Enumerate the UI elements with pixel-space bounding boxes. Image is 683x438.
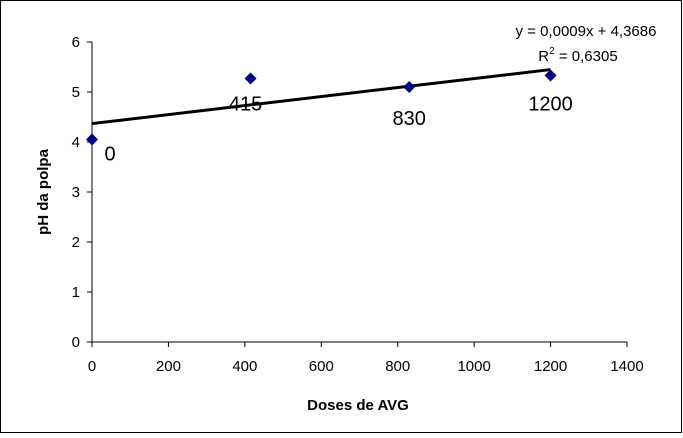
data-points — [86, 69, 557, 146]
trendline-equation: y = 0,0009x + 4,3686 — [516, 23, 657, 40]
data-point — [403, 81, 416, 93]
data-point — [244, 72, 257, 85]
trendline-group — [91, 68, 551, 126]
r2-prefix: R — [538, 48, 549, 65]
x-tick-label: 1200 — [534, 358, 567, 375]
data-label: 830 — [392, 108, 425, 130]
x-tick-label: 1000 — [457, 358, 490, 375]
x-tick-label: 200 — [156, 358, 181, 375]
y-axis-label: pH da polpa — [35, 148, 52, 234]
point-labels: 0 415 830 1200 — [104, 94, 572, 166]
r2-superscript: 2 — [549, 46, 555, 57]
y-tick-label: 6 — [72, 34, 80, 51]
x-tick-label: 800 — [385, 358, 410, 375]
y-tick-label: 5 — [72, 84, 80, 101]
y-tick-label: 2 — [72, 234, 80, 251]
trendline — [91, 68, 551, 126]
x-tick-label: 600 — [309, 358, 334, 375]
y-tick-label: 4 — [72, 134, 80, 151]
x-axis-label: Doses de AVG — [307, 397, 409, 414]
data-point — [86, 133, 98, 146]
data-label: 1200 — [528, 94, 573, 116]
y-tick-label: 3 — [72, 184, 80, 201]
x-tick-label: 1400 — [610, 358, 643, 375]
trendline-r2: R2 = 0,6305 — [538, 46, 617, 65]
x-tick-label: 400 — [232, 358, 257, 375]
data-label: 0 — [104, 144, 115, 166]
x-tick-label: 0 — [88, 358, 96, 375]
data-point — [544, 69, 557, 82]
x-axis-ticks: 0 200 400 600 800 1000 1200 1400 — [88, 342, 644, 375]
y-axis-ticks: 0 1 2 3 4 5 6 — [72, 34, 92, 351]
r2-value: = 0,6305 — [555, 48, 618, 65]
y-tick-label: 0 — [72, 334, 80, 351]
y-tick-label: 1 — [72, 284, 80, 301]
data-label: 415 — [229, 94, 262, 116]
